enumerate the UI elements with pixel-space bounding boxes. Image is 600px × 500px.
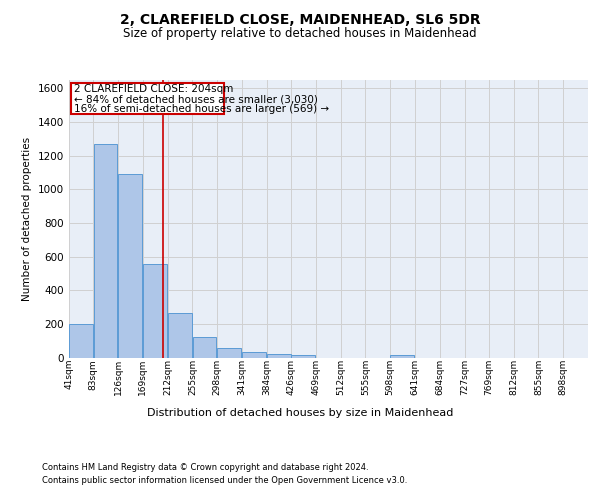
Text: ← 84% of detached houses are smaller (3,030): ← 84% of detached houses are smaller (3,… (74, 94, 318, 104)
Y-axis label: Number of detached properties: Number of detached properties (22, 136, 32, 301)
Bar (168, 313, 191, 358)
Bar (391, 355, 414, 358)
Text: Contains public sector information licensed under the Open Government Licence v3: Contains public sector information licen… (42, 476, 407, 485)
Bar (143, 264, 167, 358)
Text: Distribution of detached houses by size in Maidenhead: Distribution of detached houses by size … (147, 408, 453, 418)
Bar (292, 355, 315, 358)
Bar (193, 338, 217, 357)
Bar (267, 354, 291, 358)
Bar (242, 352, 266, 358)
Text: Contains HM Land Registry data © Crown copyright and database right 2024.: Contains HM Land Registry data © Crown c… (42, 462, 368, 471)
Bar (69, 324, 93, 358)
Text: 16% of semi-detached houses are larger (569) →: 16% of semi-detached houses are larger (… (74, 104, 329, 115)
Text: 2 CLAREFIELD CLOSE: 204sqm: 2 CLAREFIELD CLOSE: 204sqm (74, 84, 233, 94)
Bar (118, 174, 142, 358)
Bar (217, 348, 241, 358)
FancyBboxPatch shape (71, 82, 224, 114)
Bar (94, 144, 117, 358)
Text: 2, CLAREFIELD CLOSE, MAIDENHEAD, SL6 5DR: 2, CLAREFIELD CLOSE, MAIDENHEAD, SL6 5DR (119, 12, 481, 26)
Text: Size of property relative to detached houses in Maidenhead: Size of property relative to detached ho… (123, 28, 477, 40)
